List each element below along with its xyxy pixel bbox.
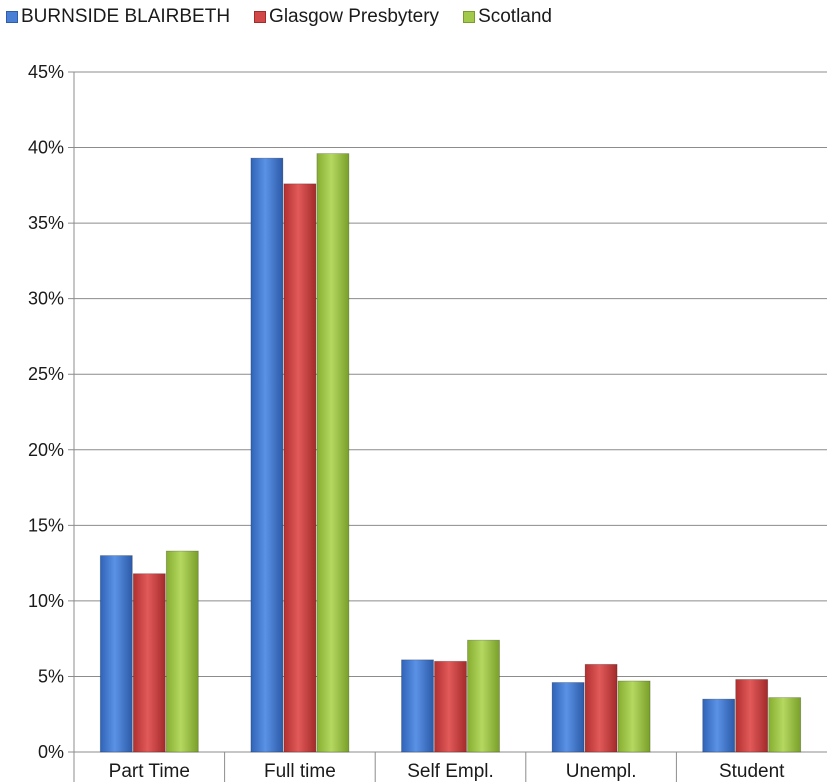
y-tick-label: 5% bbox=[38, 666, 64, 686]
y-tick-label: 30% bbox=[28, 289, 64, 309]
x-category-label: Unempl. bbox=[566, 761, 637, 782]
y-tick-label: 40% bbox=[28, 138, 64, 158]
bar-glasgow-presbytery-unempl- bbox=[584, 663, 618, 753]
bars bbox=[99, 153, 802, 753]
y-tick-label: 10% bbox=[28, 591, 64, 611]
legend-label-glasgow: Glasgow Presbytery bbox=[269, 6, 440, 27]
x-category-label: Full time bbox=[264, 761, 336, 782]
x-category-label: Student bbox=[719, 761, 785, 782]
y-tick-label: 25% bbox=[28, 364, 64, 384]
bar-burnside-blairbeth-student bbox=[702, 698, 736, 753]
bar-glasgow-presbytery-part-time bbox=[132, 573, 166, 753]
x-category-label: Part Time bbox=[109, 761, 190, 782]
y-tick-label: 0% bbox=[38, 742, 64, 762]
legend-swatch-burnside bbox=[6, 11, 18, 23]
bar-scotland-full-time bbox=[316, 153, 350, 753]
legend-swatch-scotland bbox=[463, 11, 476, 23]
legend-swatch-glasgow bbox=[254, 11, 267, 23]
y-tick-label: 20% bbox=[28, 440, 64, 460]
chart-legend: BURNSIDE BLAIRBETH Glasgow Presbytery Sc… bbox=[6, 6, 552, 28]
bar-burnside-blairbeth-self-empl- bbox=[401, 659, 434, 753]
bar-burnside-blairbeth-unempl- bbox=[551, 682, 585, 753]
legend-item-burnside: BURNSIDE BLAIRBETH bbox=[6, 6, 230, 28]
y-tick-label: 35% bbox=[28, 213, 64, 233]
x-axis-categories: Part Time Full time Self Empl. Unempl. Stude… bbox=[109, 761, 786, 782]
legend-label-burnside: BURNSIDE BLAIRBETH bbox=[21, 6, 231, 27]
y-tick-label: 15% bbox=[28, 515, 64, 535]
bar-burnside-blairbeth-full-time bbox=[250, 157, 284, 753]
y-axis-ticks: 0% 5% 10% 15% 20% 25% 30% 35% 40% 45% bbox=[28, 62, 64, 762]
bar-scotland-self-empl- bbox=[467, 639, 500, 753]
legend-item-glasgow: Glasgow Presbytery bbox=[254, 6, 439, 28]
bar-scotland-student bbox=[768, 697, 802, 753]
bar-glasgow-presbytery-full-time bbox=[283, 183, 317, 753]
legend-label-scotland: Scotland bbox=[478, 6, 553, 27]
bar-glasgow-presbytery-self-empl- bbox=[434, 660, 467, 753]
legend-item-scotland: Scotland bbox=[463, 6, 552, 28]
x-category-label: Self Empl. bbox=[407, 761, 494, 782]
bar-burnside-blairbeth-part-time bbox=[99, 555, 133, 753]
bar-scotland-part-time bbox=[165, 550, 199, 753]
bar-glasgow-presbytery-student bbox=[735, 679, 769, 753]
y-tick-label: 45% bbox=[28, 62, 64, 82]
bar-scotland-unempl- bbox=[617, 680, 651, 753]
gridlines bbox=[68, 71, 827, 782]
